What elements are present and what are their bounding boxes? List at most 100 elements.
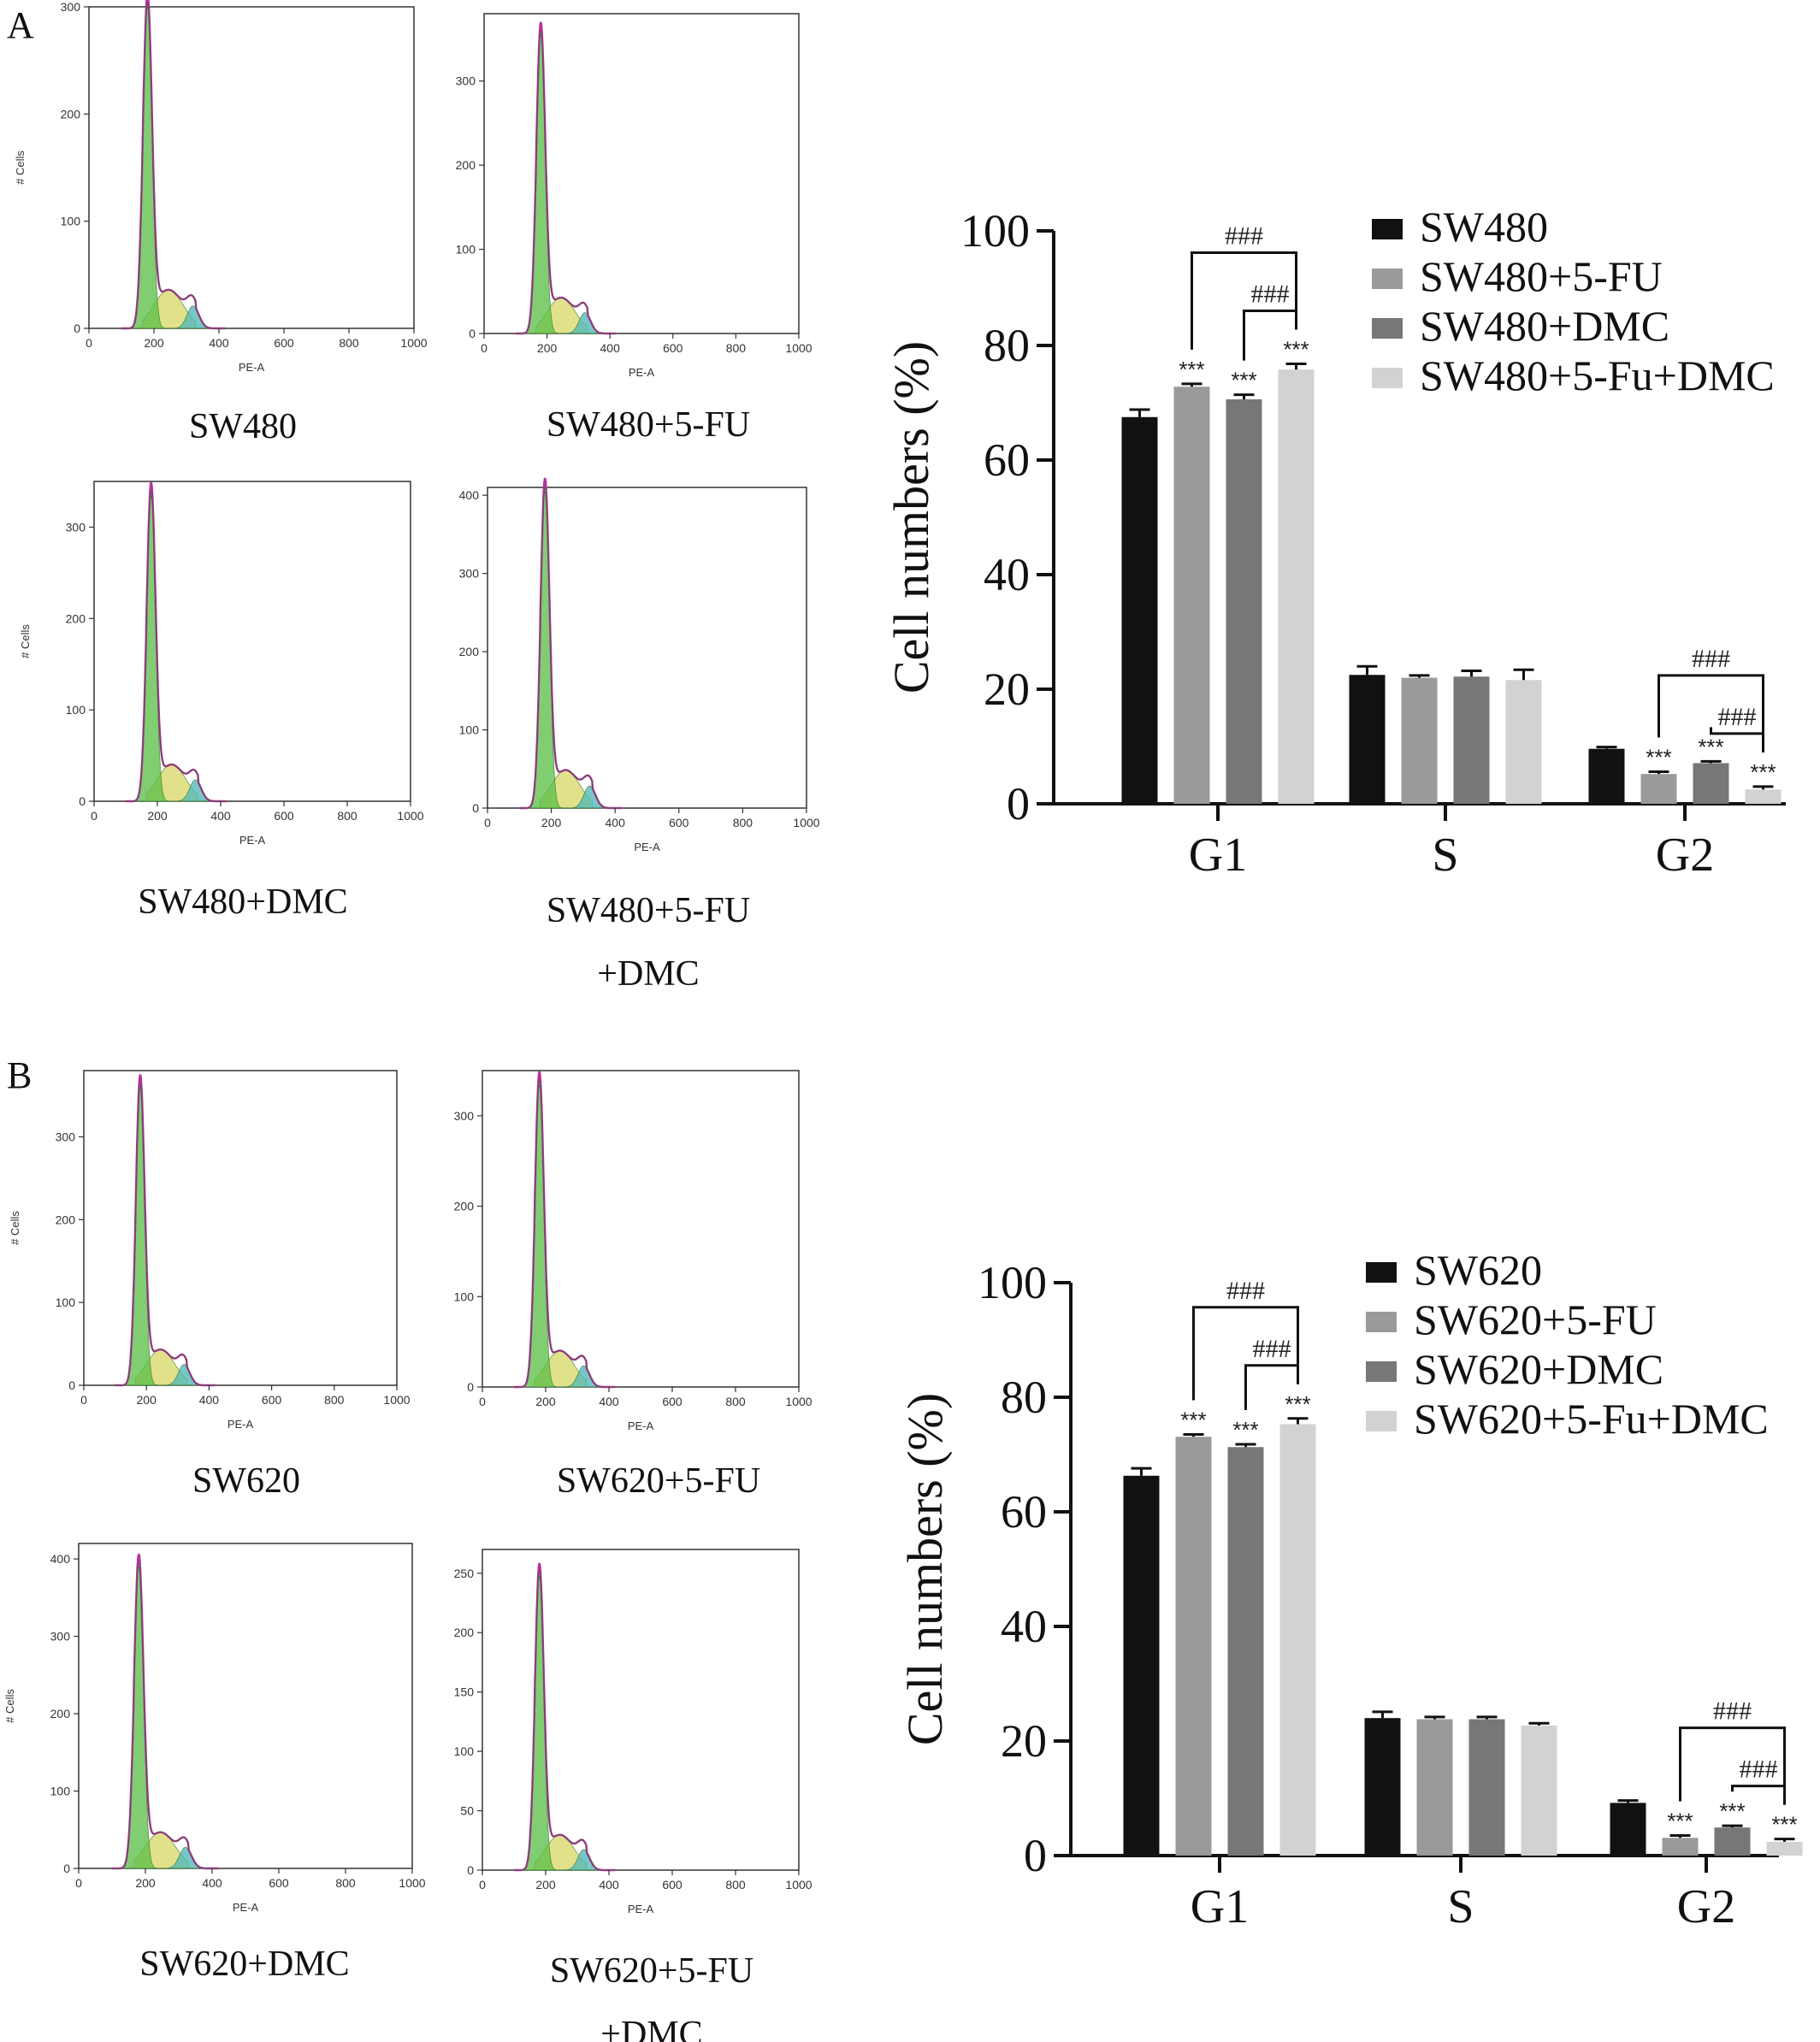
y-tick-label: 200 [456,158,476,172]
model-fit-line [112,1553,219,1870]
y-axis-label: Cell numbers (%) [897,1393,953,1745]
y-tick-label: 100 [66,703,86,717]
legend-label-2: SW620+5-FU [1414,1295,1657,1343]
comparison-marker: ### [1713,1697,1752,1726]
y-axis-label: Cell numbers (%) [883,341,939,693]
x-tick-label: 0 [479,1395,486,1408]
y-tick-label: 200 [61,107,81,121]
model-fit-line [126,481,228,803]
histogram-frame [88,6,415,329]
x-tick-label: 1000 [383,1393,410,1407]
legend-label-1: SW480 [1420,203,1548,251]
category-label-g2: G2 [1656,829,1714,882]
y-tick-label: 0 [469,327,476,340]
histogram-b-2: 0 100 200 300 0 200 400 600 800 1000 PE-A SW620+5-F… [454,1070,812,1501]
y-tick-label: 0 [79,794,86,808]
y-tick-label: 100 [978,1257,1047,1308]
bar-g1-series-2 [1175,1437,1212,1856]
raw-data-line [515,31,617,334]
x-tick-label: 400 [599,1878,619,1892]
x-tick-label: 400 [209,336,229,350]
y-tick-label: 60 [1001,1486,1047,1537]
significance-stars: *** [1698,734,1723,759]
comparison-bracket [1658,674,1764,752]
bar-chart-1: 0 20 40 60 80 100 G1 S G2 Cell numbers (%) *** *** *… [883,203,1786,882]
raw-data-line [514,1572,616,1871]
y-tick-label: 300 [459,567,480,581]
g1-phase-area [121,6,226,329]
y-tick-label: 40 [984,549,1030,600]
x-tick-label: 1000 [399,1876,425,1890]
comparison-bracket [1243,309,1297,361]
histogram-b-1: 0 100 200 300 0 200 400 600 800 1000 PE-A # Cells SW… [9,1070,411,1501]
x-axis-label: PE-A [239,834,266,847]
comparison-marker: ### [1226,1277,1265,1305]
x-tick-label: 1000 [785,1878,812,1892]
x-tick-label: 400 [600,341,621,355]
panel-letter-b: B [7,1054,32,1096]
histogram-b-4: 0 50 100 150 200 250 0 200 400 600 800 1000 PE-A SW62… [454,1549,812,2042]
bar-s-series-1 [1349,675,1386,804]
bar-g1-series-4 [1279,1424,1316,1856]
x-tick-label: 800 [726,341,747,355]
comparison-marker: ### [1251,280,1290,308]
legend-swatch-1 [1366,1262,1397,1283]
y-tick-label: 20 [1001,1715,1047,1767]
x-tick-label: 1000 [397,809,423,823]
histogram-a-2: 0 100 200 300 0 200 400 600 800 1000 PE-A SW480+5-F… [456,13,812,445]
significance-stars: *** [1232,1417,1258,1443]
x-tick-label: 200 [144,336,164,350]
significance-stars: *** [1283,336,1309,362]
x-tick-label: 200 [135,1876,156,1890]
x-tick-label: 1000 [785,1395,812,1408]
comparison-bracket [1244,1364,1299,1410]
x-tick-label: 400 [199,1393,220,1407]
y-tick-label: 100 [61,215,81,228]
bar-g2-series-3 [1714,1827,1751,1856]
x-tick-label: 600 [274,809,294,823]
g1-phase-area [515,34,617,334]
histogram-caption: +DMC [597,954,699,994]
model-fit-line [115,1074,216,1387]
y-tick-label: 300 [66,520,86,534]
x-tick-label: 200 [147,809,168,823]
significance-stars: *** [1285,1391,1310,1417]
bar-g2-series-2 [1640,774,1677,804]
y-axis-label: # Cells [14,150,27,185]
comparison-bracket [1679,1726,1786,1805]
y-tick-label: 50 [460,1804,474,1818]
y-tick-label: 200 [66,611,86,625]
raw-data-line [121,3,226,329]
significance-stars: *** [1771,1812,1797,1838]
x-tick-label: 600 [662,1878,682,1892]
legend-swatch-2 [1372,269,1403,289]
y-tick-label: 300 [454,1109,475,1123]
x-tick-label: 200 [535,1395,556,1408]
bar-g1-series-2 [1173,387,1210,804]
bar-g1-series-4 [1278,369,1315,804]
bar-g1-series-3 [1226,398,1262,804]
raw-data-line [514,1080,616,1388]
comparison-marker: ### [1740,1756,1778,1784]
bar-s-series-2 [1401,677,1438,804]
category-label-s: S [1432,829,1458,882]
y-tick-label: 400 [50,1552,71,1566]
y-axis-label: # Cells [9,1211,21,1245]
x-axis-label: PE-A [634,841,660,853]
legend-label-3: SW480+DMC [1420,302,1669,350]
y-tick-label: 80 [984,320,1030,371]
x-tick-label: 0 [75,1876,82,1890]
model-fit-line [121,0,226,330]
y-tick-label: 100 [56,1295,76,1309]
legend-swatch-1 [1372,219,1403,239]
significance-stars: *** [1180,1408,1206,1433]
raw-data-line [112,1562,219,1869]
g1-phase-area [519,491,622,809]
x-tick-label: 800 [335,1876,356,1890]
x-tick-label: 800 [339,336,359,350]
y-tick-label: 0 [472,801,479,815]
g1-phase-area [115,1087,216,1386]
comparison-marker: ### [1225,221,1263,250]
y-tick-label: 0 [1024,1830,1047,1881]
